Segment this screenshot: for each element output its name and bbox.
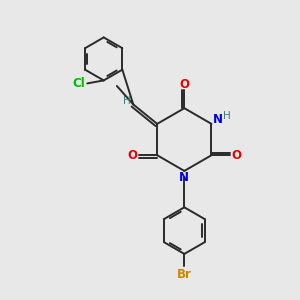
Text: N: N: [179, 171, 189, 184]
Text: H: H: [123, 96, 130, 106]
Text: O: O: [128, 149, 138, 162]
Text: Cl: Cl: [73, 77, 85, 90]
Text: O: O: [231, 149, 241, 162]
Text: Br: Br: [177, 268, 192, 281]
Text: O: O: [179, 78, 189, 91]
Text: N: N: [213, 113, 223, 126]
Text: H: H: [223, 111, 230, 121]
